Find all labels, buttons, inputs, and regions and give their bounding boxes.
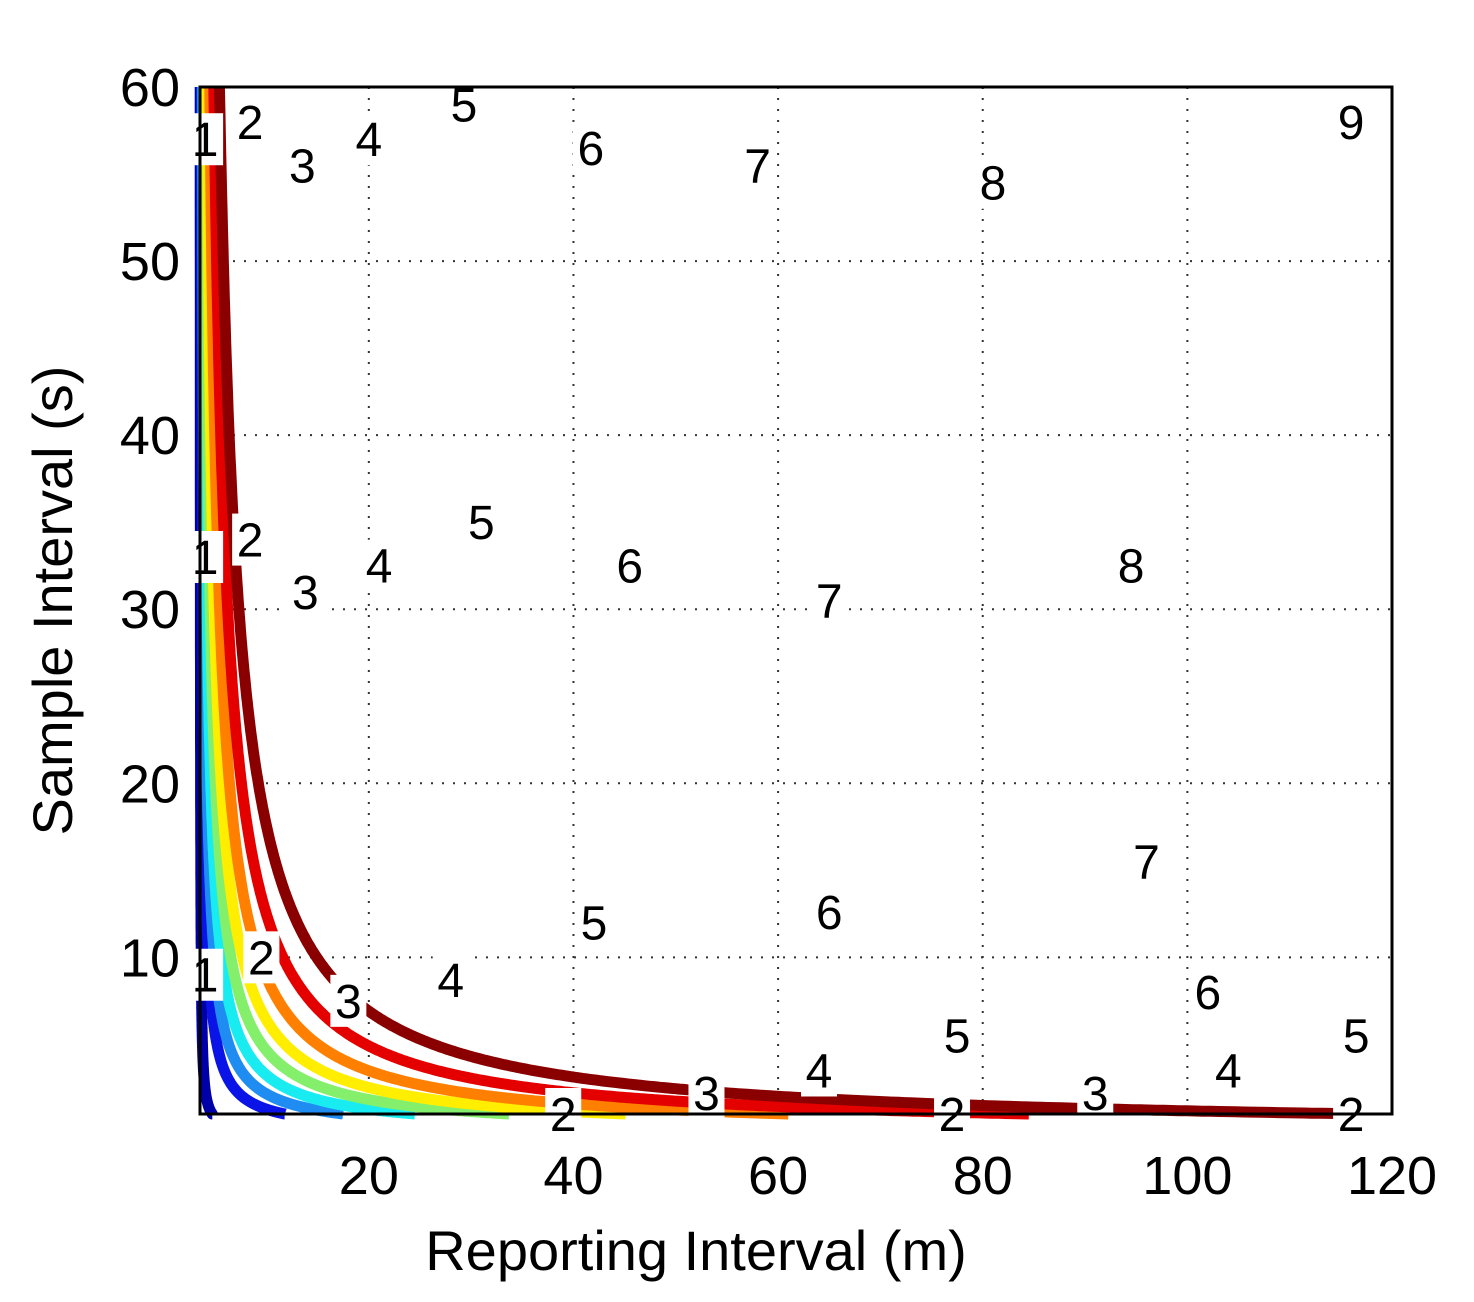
contour-label-backing xyxy=(284,139,321,192)
contour-label-backing xyxy=(243,931,280,984)
contour-label-backing xyxy=(572,121,609,174)
contour-label-level-8: 8 xyxy=(980,158,1007,211)
contour-label-backing xyxy=(1128,835,1165,888)
contour-line-level-4 xyxy=(198,86,420,1120)
contour-label-level-3: 3 xyxy=(289,140,316,193)
contour-label-level-6: 6 xyxy=(1194,967,1221,1020)
contour-label-backing xyxy=(232,513,269,566)
contour-label-level-3: 3 xyxy=(335,976,362,1029)
contour-label-backing xyxy=(432,953,469,1006)
x-tick-label: 120 xyxy=(1347,1146,1437,1206)
contour-label-backing xyxy=(811,574,848,627)
contour-label-backing xyxy=(1077,1067,1114,1120)
y-tick-label: 40 xyxy=(120,406,180,466)
contour-label-backing xyxy=(361,539,398,592)
contour-label-backing xyxy=(350,113,387,166)
contour-label-level-2: 2 xyxy=(237,97,264,150)
x-tick-label: 100 xyxy=(1142,1146,1232,1206)
y-axis-label: Sample Interval (s) xyxy=(21,366,84,836)
contour-label-level-6: 6 xyxy=(578,123,605,176)
contour-label-level-5: 5 xyxy=(1343,1011,1370,1064)
contour-label-level-4: 4 xyxy=(366,541,393,594)
y-tick-label: 50 xyxy=(120,232,180,292)
y-tick-label: 60 xyxy=(120,58,180,118)
contour-label-level-4: 4 xyxy=(1215,1045,1242,1098)
contour-label-backing xyxy=(1210,1044,1247,1097)
contour-label-level-4: 4 xyxy=(437,955,464,1008)
contour-line-level-8 xyxy=(208,86,1029,1120)
x-tick-label: 60 xyxy=(748,1146,808,1206)
contour-label-level-6: 6 xyxy=(616,541,643,594)
contour-label-level-1: 1 xyxy=(192,950,219,1003)
x-tick-label: 20 xyxy=(339,1146,399,1206)
plot-frame xyxy=(198,85,1394,1116)
contour-label-backing xyxy=(330,974,367,1027)
y-tick-label: 30 xyxy=(120,580,180,640)
contour-label-level-7: 7 xyxy=(744,140,771,193)
contour-label-backing xyxy=(575,896,612,949)
contour-label-level-5: 5 xyxy=(581,898,608,951)
contour-label-level-9: 9 xyxy=(1338,97,1365,150)
contour-label-backing xyxy=(187,948,224,1001)
contour-label-backing xyxy=(811,886,848,939)
contour-label-backing xyxy=(1113,539,1150,592)
y-tick-label: 20 xyxy=(120,754,180,814)
x-tick-label: 40 xyxy=(543,1146,603,1206)
contour-layer xyxy=(194,86,1367,1120)
contour-label-backing xyxy=(801,1044,838,1097)
contour-label-level-4: 4 xyxy=(806,1045,833,1098)
contour-label-backing xyxy=(939,1009,976,1062)
contour-label-level-8: 8 xyxy=(1118,541,1145,594)
contour-label-level-1: 1 xyxy=(192,114,219,167)
contour-label-level-3: 3 xyxy=(693,1068,720,1121)
contour-label-backing xyxy=(287,565,324,618)
contour-label-level-5: 5 xyxy=(944,1011,971,1064)
x-tick-label: 80 xyxy=(953,1146,1013,1206)
contour-label-backing xyxy=(187,530,224,583)
contour-label-backing xyxy=(611,539,648,592)
contour-label-backing xyxy=(1338,1009,1375,1062)
contour-label-backing xyxy=(187,113,224,166)
contour-label-backing xyxy=(974,156,1011,209)
contour-label-backing xyxy=(739,139,776,192)
contour-line-level-5 xyxy=(199,86,513,1120)
contour-label-backing xyxy=(463,496,500,549)
x-axis-label: Reporting Interval (m) xyxy=(425,1219,967,1282)
contour-line-level-9 xyxy=(213,86,1367,1120)
contour-label-level-5: 5 xyxy=(468,497,495,550)
contour-label-level-7: 7 xyxy=(816,576,843,629)
contour-label-level-2: 2 xyxy=(248,932,275,985)
contour-label-backing xyxy=(1189,966,1226,1019)
contour-label-backing xyxy=(1333,95,1370,148)
contour-label-level-3: 3 xyxy=(292,567,319,620)
contour-line-level-1 xyxy=(194,87,218,1120)
y-tick-label: 10 xyxy=(120,928,180,988)
contour-line-level-3 xyxy=(196,86,349,1120)
tick-label-layer: 20 40 60 80 100 120 10 20 30 40 50 60 xyxy=(120,58,1437,1206)
contour-label-level-4: 4 xyxy=(355,114,382,167)
contour-label-backing xyxy=(688,1067,725,1120)
contour-label-backing xyxy=(232,95,269,148)
contour-label-level-2: 2 xyxy=(237,515,264,568)
contour-label-level-3: 3 xyxy=(1082,1068,1109,1121)
contour-label-level-7: 7 xyxy=(1133,837,1160,890)
contour-label-level-1: 1 xyxy=(192,532,219,585)
contour-label-level-6: 6 xyxy=(816,887,843,940)
grid-layer xyxy=(200,87,1392,1114)
contour-line-level-6 xyxy=(201,86,629,1120)
